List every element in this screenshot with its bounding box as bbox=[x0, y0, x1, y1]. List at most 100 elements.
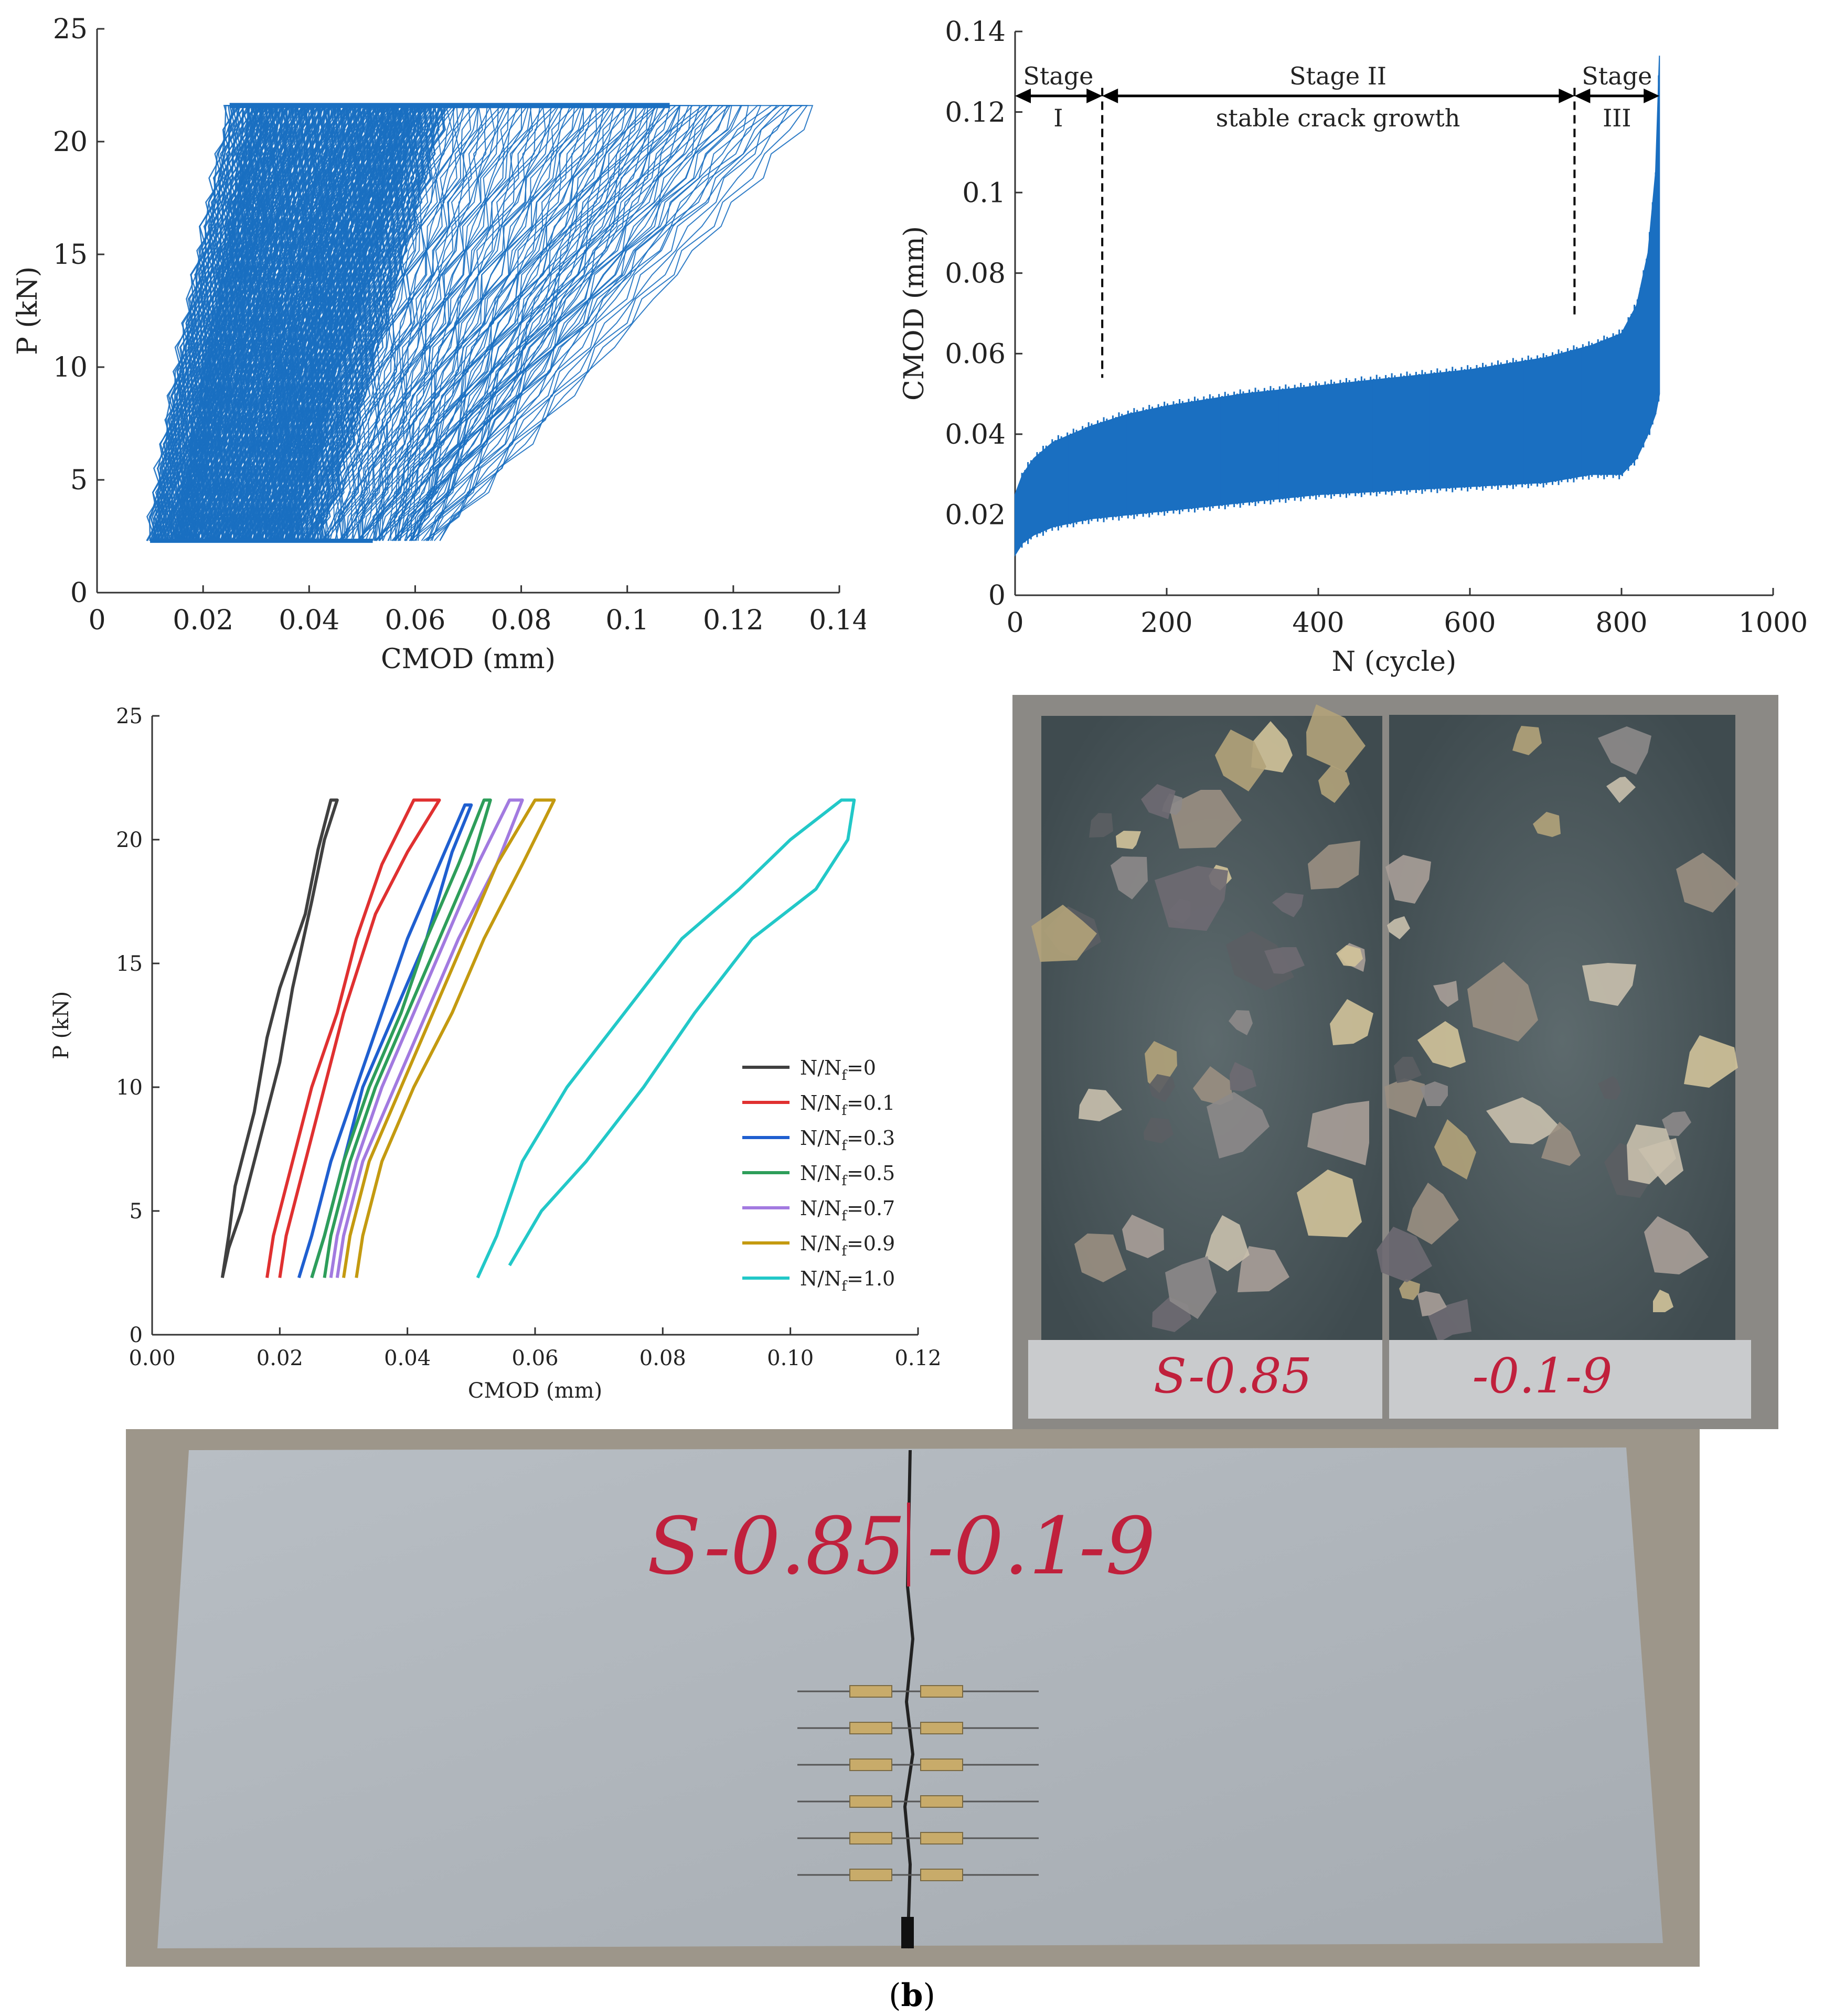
aggregate-stone bbox=[1434, 1119, 1476, 1179]
chart-cmod-vs-cycles: 0 200 400 600 800 1000 0 0.02 0.04 0.06 0.08 0.1 0.1… bbox=[892, 0, 1824, 692]
aggregate-stone bbox=[1336, 945, 1363, 967]
stage3-number: III bbox=[1603, 104, 1631, 132]
aggregate-stone bbox=[1111, 856, 1148, 899]
strain-gauge-right bbox=[920, 1832, 963, 1845]
aggregate-pieces bbox=[1031, 704, 1739, 1343]
strain-gauge-left bbox=[849, 1758, 892, 1771]
y-axis-title: P (kN) bbox=[12, 266, 44, 355]
x-tick-label: 0.04 bbox=[279, 605, 339, 636]
strain-gauge-left bbox=[849, 1795, 892, 1808]
series-curve bbox=[265, 798, 441, 1278]
y-axis-title: CMOD (mm) bbox=[899, 226, 930, 401]
x-tick-label: 600 bbox=[1444, 607, 1496, 639]
aggregate-stone bbox=[1116, 831, 1141, 849]
aggregate-stone bbox=[1420, 1081, 1448, 1106]
aggregate-stone bbox=[1229, 1010, 1253, 1035]
y-tick-label: 0.02 bbox=[945, 500, 1006, 531]
beam-body bbox=[157, 1447, 1663, 1948]
aggregate-stone bbox=[1264, 947, 1305, 974]
aggregate-stone bbox=[1079, 1089, 1122, 1121]
aggregate-stone bbox=[1387, 916, 1410, 939]
caption-letter: b bbox=[901, 1977, 923, 2014]
legend-label: N/Nf=1.0 bbox=[800, 1267, 895, 1294]
aggregate-stone bbox=[1467, 962, 1538, 1042]
legend-label: N/Nf=0.7 bbox=[800, 1197, 895, 1224]
caption-close: ) bbox=[923, 1977, 935, 2014]
strain-gauge-left bbox=[849, 1832, 892, 1845]
aggregate-stone bbox=[1417, 1291, 1447, 1316]
beam-specimen-illustration: S-0.85 -0.1-9 bbox=[126, 1429, 1700, 1967]
strain-gauge-right bbox=[920, 1758, 963, 1771]
stage2-title: Stage II bbox=[1289, 62, 1386, 90]
y-tick-label: 0 bbox=[70, 577, 88, 609]
aggregate-stone bbox=[1582, 963, 1636, 1006]
x-tick-label: 0.06 bbox=[511, 1346, 558, 1370]
aggregate-stone bbox=[1644, 1216, 1709, 1274]
y-tick-label: 0 bbox=[130, 1323, 143, 1347]
chart-p-cmod-by-life-fraction: 0.00 0.02 0.04 0.06 0.08 0.10 0.12 0 5 10 15 20 25 CM… bbox=[0, 692, 997, 1427]
x-tick-label: 400 bbox=[1292, 607, 1344, 639]
hysteresis-loop bbox=[409, 105, 778, 541]
aggregate-stone bbox=[1385, 855, 1431, 904]
aggregate-stone bbox=[1205, 1215, 1250, 1271]
y-tick-label: 0.06 bbox=[945, 338, 1006, 370]
chart-p-cmod-all-cycles: 0 0.02 0.04 0.06 0.08 0.1 0.12 0.14 0 5 10 15 20 25 CM… bbox=[0, 0, 870, 692]
x-tick-label: 0.08 bbox=[491, 605, 552, 636]
x-axis-title: CMOD (mm) bbox=[468, 1379, 602, 1403]
aggregate-stone bbox=[1512, 726, 1542, 755]
series-curve bbox=[342, 798, 556, 1278]
x-tick-label: 800 bbox=[1595, 607, 1647, 639]
hysteresis-loop bbox=[417, 105, 814, 541]
strain-gauge-right bbox=[920, 1685, 963, 1698]
aggregate-stone bbox=[1598, 1076, 1621, 1100]
series-curve bbox=[476, 798, 856, 1279]
strain-gauges bbox=[797, 1685, 1039, 1881]
x-tick-label: 0.02 bbox=[173, 605, 233, 636]
chart3-svg: 0.00 0.02 0.04 0.06 0.08 0.10 0.12 0 5 10 15 20 25 CM… bbox=[49, 704, 942, 1403]
legend-label: N/Nf=0.5 bbox=[800, 1162, 895, 1189]
y-axis-title: P (kN) bbox=[49, 991, 73, 1059]
strain-gauge-left bbox=[849, 1685, 892, 1698]
aggregate-stone bbox=[1089, 813, 1113, 838]
aggregate-stone bbox=[1122, 1215, 1164, 1258]
series-curve bbox=[297, 803, 473, 1279]
aggregate-stone bbox=[1238, 1246, 1289, 1292]
aggregate-stone bbox=[1377, 1227, 1432, 1282]
aggregate-stone bbox=[1308, 841, 1360, 889]
series-curve bbox=[329, 798, 524, 1278]
hysteresis-curves bbox=[146, 103, 814, 543]
x-tick-label: 0 bbox=[88, 605, 105, 636]
x-tick-label: 0.10 bbox=[767, 1346, 814, 1370]
x-tick-label: 0.1 bbox=[605, 605, 649, 636]
hysteresis-loop bbox=[404, 105, 804, 541]
aggregate-stone bbox=[1215, 730, 1266, 791]
strain-gauge-right bbox=[920, 1722, 963, 1734]
aggregate-stone bbox=[1165, 1256, 1217, 1319]
aggregate-stone bbox=[1193, 1066, 1233, 1105]
y-tick-label: 0.12 bbox=[945, 97, 1006, 128]
aggregate-stone bbox=[1272, 893, 1304, 917]
aggregate-stone bbox=[1230, 1062, 1256, 1091]
y-tick-label: 5 bbox=[130, 1199, 143, 1224]
y-tick-label: 25 bbox=[116, 704, 143, 728]
x-tick-label: 0.02 bbox=[257, 1346, 303, 1370]
y-tick-label: 0.08 bbox=[945, 258, 1006, 289]
x-tick-label: 0.00 bbox=[129, 1346, 175, 1370]
figure-caption: (b) bbox=[0, 1977, 1824, 2014]
aggregate-stone bbox=[1318, 765, 1350, 803]
x-tick-label: 0.06 bbox=[385, 605, 446, 636]
aggregate-stone bbox=[1394, 1057, 1422, 1083]
legend-label: N/Nf=0.1 bbox=[800, 1091, 895, 1119]
aggregate-stone bbox=[1330, 999, 1373, 1045]
aggregate-stone bbox=[1144, 1118, 1174, 1143]
aggregate-stone bbox=[1149, 1074, 1175, 1102]
fracture-surface-photo: S-0.85 -0.1-9 bbox=[1012, 695, 1778, 1429]
aggregate-stone bbox=[1598, 726, 1651, 775]
x-tick-label: 0 bbox=[1006, 607, 1023, 639]
series-curve bbox=[220, 798, 339, 1279]
aggregate-stone bbox=[1074, 1234, 1126, 1282]
chart2-svg: 0 200 400 600 800 1000 0 0.02 0.04 0.06 0.08 0.1 0.1… bbox=[899, 16, 1808, 678]
y-tick-label: 0 bbox=[988, 580, 1006, 612]
y-tick-label: 20 bbox=[53, 126, 88, 158]
y-tick-label: 0.1 bbox=[962, 177, 1006, 209]
